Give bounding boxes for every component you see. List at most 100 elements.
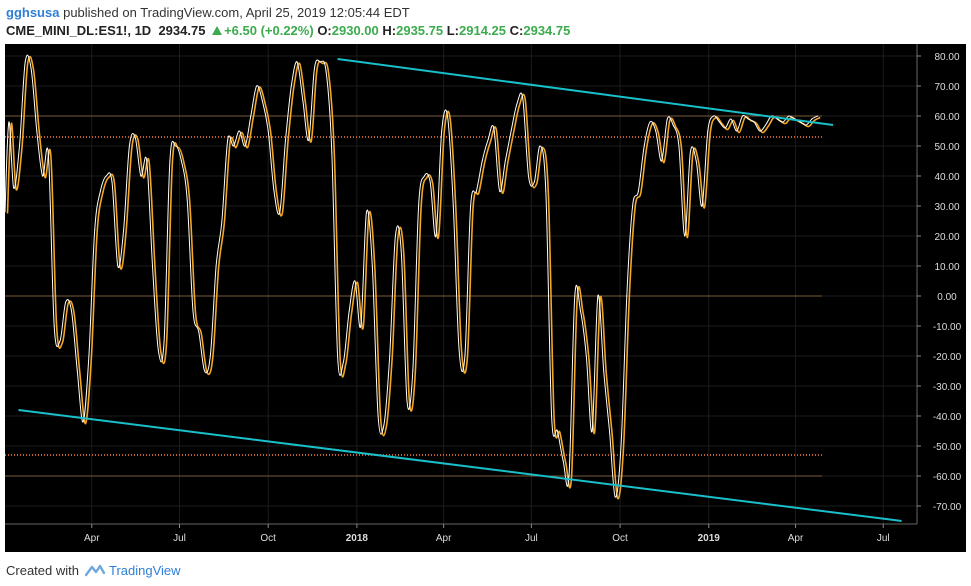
x-tick-label: 2018 [346, 533, 369, 544]
data-point [522, 97, 524, 99]
data-point [342, 361, 344, 363]
data-point [325, 70, 327, 72]
data-point [319, 61, 321, 63]
y-tick-label: 80.00 [934, 52, 959, 63]
data-point [666, 118, 668, 120]
y-tick-label: 30.00 [934, 202, 959, 213]
x-axis-background [5, 524, 966, 552]
data-point [788, 115, 790, 117]
data-point [614, 496, 616, 498]
data-point [441, 130, 443, 132]
data-point [117, 265, 119, 267]
y-tick-label: -40.00 [933, 412, 962, 423]
up-arrow-icon [212, 26, 223, 35]
open-label: O: [317, 23, 332, 38]
data-point [308, 139, 310, 141]
data-point [591, 430, 593, 432]
y-tick-label: -60.00 [933, 472, 962, 483]
level-lines [5, 115, 822, 477]
data-point [146, 160, 148, 162]
low-label: L: [446, 23, 460, 38]
data-point [504, 160, 506, 162]
x-tick-label: Oct [612, 533, 628, 544]
data-point [394, 235, 396, 237]
trendline[interactable] [337, 58, 834, 126]
data-point [649, 121, 651, 123]
data-point [452, 205, 454, 207]
x-tick-label: Apr [436, 533, 452, 544]
x-tick-label: 2019 [698, 533, 721, 544]
high-value: 2935.75 [396, 23, 444, 38]
data-point [608, 430, 611, 432]
data-point [418, 205, 420, 207]
data-point [406, 400, 408, 402]
data-point [556, 430, 559, 432]
data-point [331, 151, 333, 153]
data-point [88, 355, 90, 357]
data-point [632, 205, 634, 207]
data-point [354, 280, 356, 282]
data-point [99, 190, 101, 192]
data-point [215, 265, 217, 267]
data-point [30, 67, 32, 69]
data-point [267, 130, 269, 132]
data-point [13, 187, 15, 189]
published-text: published on TradingView.com, April 25, … [63, 5, 410, 20]
x-axis: Apr Jul Oct 2018 Apr Jul Oct 2019 Apr Jul [5, 523, 966, 552]
price-change: +6.50 (+0.22%) [224, 23, 314, 38]
trendlines-group[interactable] [18, 58, 902, 522]
data-point [481, 160, 483, 162]
y-tick-label: -10.00 [933, 322, 962, 333]
data-point [238, 130, 240, 132]
y-tick-label: -50.00 [933, 442, 962, 453]
trendline[interactable] [18, 409, 902, 522]
chart-area[interactable]: 80.00 70.00 60.00 50.00 40.00 30.00 20.00 10.00… [4, 44, 966, 552]
oscillator-chart[interactable]: 80.00 70.00 60.00 50.00 40.00 30.00 20.00 10.00… [4, 44, 966, 552]
data-point [313, 67, 316, 69]
data-point [446, 115, 449, 117]
data-point [759, 130, 761, 132]
y-tick-label: 10.00 [934, 262, 959, 273]
ohlc-line: CME_MINI_DL:ES1!, 1D 2934.75 +6.50 (+0.2… [6, 22, 966, 40]
data-point [151, 265, 154, 267]
data-point [568, 475, 570, 477]
data-point [423, 175, 425, 177]
author-link[interactable]: gghsusa [6, 5, 60, 20]
data-point [637, 190, 640, 192]
y-axis: 80.00 70.00 60.00 50.00 40.00 30.00 20.00 10.00… [916, 44, 966, 524]
data-point [123, 229, 125, 231]
data-point [337, 355, 339, 357]
data-point [8, 121, 10, 123]
y-tick-label: -20.00 [933, 352, 962, 363]
data-point [678, 145, 680, 147]
y-tick-label: 60.00 [934, 112, 959, 123]
data-point [713, 115, 715, 117]
data-point [603, 370, 605, 372]
data-point [59, 340, 61, 342]
tradingview-link[interactable]: TradingView [108, 562, 181, 578]
data-point [175, 145, 177, 147]
publish-line: gghsusa published on TradingView.com, Ap… [6, 4, 966, 22]
data-point [290, 85, 292, 87]
data-point [192, 310, 194, 312]
data-point [776, 118, 778, 120]
data-point [53, 325, 55, 327]
data-point [186, 199, 188, 201]
data-point [227, 139, 229, 141]
data-point [539, 145, 541, 147]
data-point [464, 355, 466, 357]
chart-header: gghsusa published on TradingView.com, Ap… [6, 4, 966, 40]
data-point [574, 295, 576, 297]
data-point [551, 415, 553, 417]
data-point [4, 211, 6, 213]
x-tick-label: Apr [84, 533, 100, 544]
data-point [76, 370, 78, 372]
data-point [730, 118, 732, 120]
data-point [562, 460, 564, 462]
data-point [128, 145, 130, 147]
data-point [279, 211, 281, 213]
close-value: 2934.75 [523, 23, 571, 38]
data-point [741, 115, 744, 117]
data-point [510, 130, 512, 132]
data-point [140, 175, 142, 177]
